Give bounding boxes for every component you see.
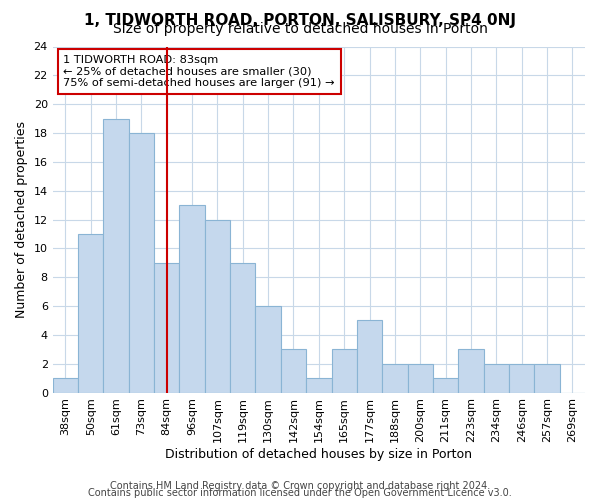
- Bar: [357, 320, 382, 392]
- Text: 1, TIDWORTH ROAD, PORTON, SALISBURY, SP4 0NJ: 1, TIDWORTH ROAD, PORTON, SALISBURY, SP4…: [84, 12, 516, 28]
- Bar: [535, 364, 560, 392]
- Bar: [281, 350, 306, 393]
- Bar: [382, 364, 407, 392]
- Bar: [332, 350, 357, 393]
- Text: 1 TIDWORTH ROAD: 83sqm
← 25% of detached houses are smaller (30)
75% of semi-det: 1 TIDWORTH ROAD: 83sqm ← 25% of detached…: [64, 55, 335, 88]
- Bar: [53, 378, 78, 392]
- Text: Size of property relative to detached houses in Porton: Size of property relative to detached ho…: [113, 22, 487, 36]
- Bar: [433, 378, 458, 392]
- X-axis label: Distribution of detached houses by size in Porton: Distribution of detached houses by size …: [166, 448, 472, 461]
- Bar: [407, 364, 433, 392]
- Bar: [230, 263, 256, 392]
- Text: Contains HM Land Registry data © Crown copyright and database right 2024.: Contains HM Land Registry data © Crown c…: [110, 481, 490, 491]
- Bar: [129, 133, 154, 392]
- Text: Contains public sector information licensed under the Open Government Licence v3: Contains public sector information licen…: [88, 488, 512, 498]
- Y-axis label: Number of detached properties: Number of detached properties: [15, 121, 28, 318]
- Bar: [78, 234, 103, 392]
- Bar: [458, 350, 484, 393]
- Bar: [205, 220, 230, 392]
- Bar: [256, 306, 281, 392]
- Bar: [509, 364, 535, 392]
- Bar: [103, 118, 129, 392]
- Bar: [306, 378, 332, 392]
- Bar: [484, 364, 509, 392]
- Bar: [179, 205, 205, 392]
- Bar: [154, 263, 179, 392]
